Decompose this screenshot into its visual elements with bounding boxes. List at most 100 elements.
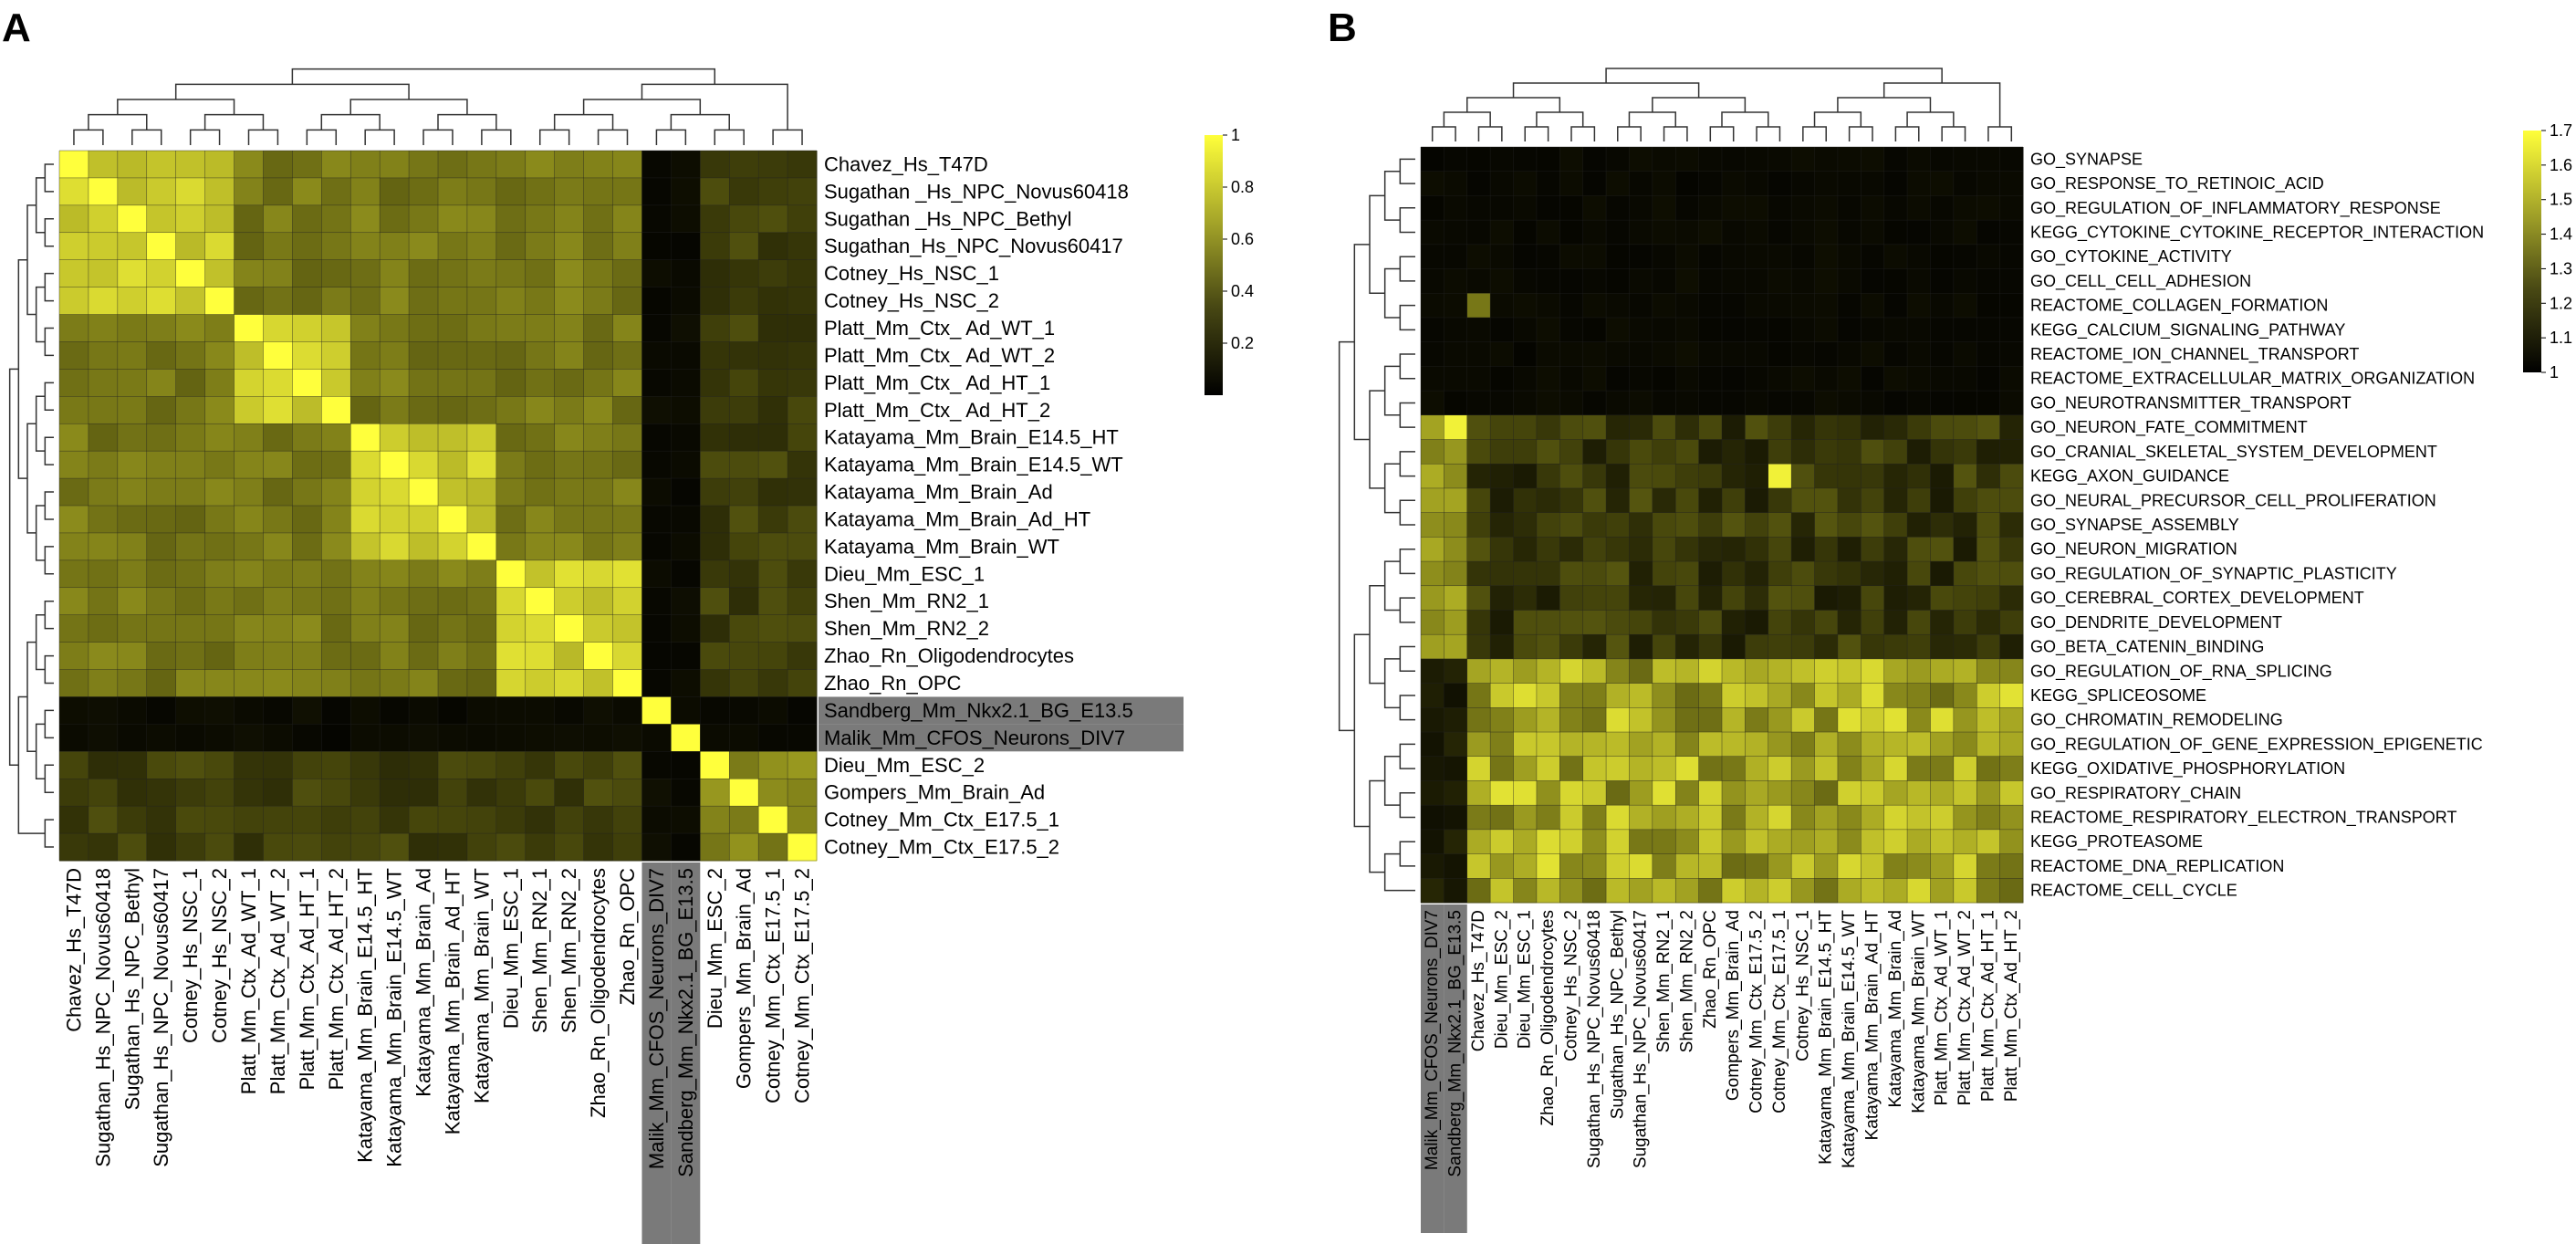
heatmap-cell <box>554 833 585 862</box>
heatmap-cell <box>583 587 614 616</box>
heatmap-cell <box>700 833 730 862</box>
heatmap-cell <box>1722 634 1746 660</box>
heatmap-cell <box>1444 147 1468 172</box>
heatmap-cell <box>1698 147 1723 172</box>
heatmap-cell <box>1536 414 1560 441</box>
heatmap-cell <box>263 532 293 561</box>
heatmap-cell <box>1907 561 1931 587</box>
heatmap-cell <box>787 287 818 316</box>
left-dendrogram-branch <box>1399 645 1415 673</box>
heatmap-cell <box>321 451 351 479</box>
heatmap-cell <box>59 806 89 834</box>
heatmap-cell <box>350 506 381 534</box>
row-label: GO_CRANIAL_SKELETAL_SYSTEM_DEVELOPMENT <box>2030 443 2437 462</box>
heatmap-cell <box>59 559 89 589</box>
heatmap-cell <box>1976 829 2001 855</box>
heatmap-cell <box>1861 878 1885 904</box>
col-label: Katayama_Mm_Brain_E14.5_WT <box>1840 910 1859 1168</box>
heatmap-cell <box>350 259 381 288</box>
heatmap-cell <box>1976 732 2001 758</box>
heatmap-cell <box>1652 537 1676 562</box>
top-dendrogram-branch <box>422 129 454 145</box>
heatmap-cell <box>1814 829 1839 855</box>
heatmap-cell <box>438 259 468 288</box>
heatmap-cell <box>380 177 410 206</box>
left-dendrogram-branch <box>1383 365 1401 416</box>
heatmap-cell <box>641 559 672 589</box>
heatmap-cell <box>787 669 818 697</box>
heatmap-cell <box>1536 341 1560 367</box>
heatmap-cell <box>495 751 527 779</box>
heatmap-cell <box>1791 147 1816 172</box>
heatmap-cell <box>1444 391 1468 416</box>
heatmap-cell <box>1629 658 1653 685</box>
heatmap-cell <box>641 614 672 643</box>
heatmap-cell <box>583 614 614 643</box>
heatmap-cell <box>466 423 497 452</box>
heatmap-cell <box>1675 220 1700 246</box>
heatmap-cell <box>1606 147 1630 172</box>
heatmap-cell <box>1745 610 1769 635</box>
heatmap-cell <box>1466 780 1491 806</box>
row-label: KEGG_CALCIUM_SIGNALING_PATHWAY <box>2030 320 2345 340</box>
heatmap-cell <box>554 478 585 507</box>
left-dendrogram-branch <box>1399 792 1415 819</box>
heatmap-cell <box>1976 487 2001 514</box>
heatmap-cell <box>1513 878 1538 904</box>
heatmap-cell <box>1722 464 1746 489</box>
heatmap-cell <box>1652 366 1676 392</box>
heatmap-cell <box>1536 585 1560 611</box>
heatmap-cell <box>1582 391 1607 416</box>
heatmap-cell <box>1652 414 1676 441</box>
heatmap-cell <box>495 287 527 316</box>
heatmap-cell <box>1490 829 1515 855</box>
col-highlight <box>1421 904 1444 1233</box>
heatmap-cell <box>729 369 759 397</box>
heatmap-cell <box>1466 732 1491 758</box>
heatmap-cell <box>1814 537 1839 562</box>
heatmap-cell <box>234 587 264 616</box>
heatmap-cell <box>1513 634 1538 660</box>
heatmap-cell <box>1814 391 1839 416</box>
heatmap-cell <box>380 806 410 834</box>
heatmap-cell <box>495 532 527 561</box>
heatmap-cell <box>88 232 119 261</box>
heatmap-cell <box>321 204 351 234</box>
row-label: KEGG_CYTOKINE_CYTOKINE_RECEPTOR_INTERACT… <box>2030 223 2484 242</box>
row-label: Katayama_Mm_Brain_WT <box>824 535 1059 558</box>
heatmap-cell <box>59 478 89 507</box>
heatmap-cell <box>1536 293 1560 319</box>
heatmap-cell <box>1861 585 1885 611</box>
heatmap-cell <box>1745 268 1769 294</box>
heatmap-cell <box>117 559 148 589</box>
heatmap-cell <box>1953 414 1977 441</box>
heatmap-cell <box>1930 195 1955 221</box>
heatmap-cell <box>554 287 585 316</box>
heatmap-cell <box>758 232 788 261</box>
heatmap-cell <box>117 833 148 862</box>
heatmap-cell <box>1606 171 1630 196</box>
row-label: Gompers_Mm_Brain_Ad <box>824 781 1045 804</box>
heatmap-cell <box>1466 683 1491 708</box>
col-highlight <box>671 862 701 1244</box>
heatmap-cell <box>1629 829 1653 855</box>
heatmap-cell <box>1861 391 1885 416</box>
col-label: Cotney_Mm_Ctx_E17.5_2 <box>1747 910 1767 1113</box>
heatmap-cell <box>1999 658 2024 685</box>
heatmap-cell <box>1999 512 2024 538</box>
heatmap-cell <box>1999 634 2024 660</box>
heatmap-cell <box>583 696 614 725</box>
heatmap-cell <box>1652 171 1676 196</box>
heatmap-cell <box>1768 195 1792 221</box>
heatmap-cell <box>1861 147 1885 172</box>
heatmap-cell <box>612 614 642 643</box>
heatmap-cell <box>1629 366 1653 392</box>
top-dendrogram-branch <box>437 113 497 131</box>
heatmap-cell <box>146 177 177 206</box>
heatmap-cell <box>1768 147 1792 172</box>
heatmap-cell <box>612 532 642 561</box>
heatmap-cell <box>1652 634 1676 660</box>
heatmap-cell <box>1999 683 2024 708</box>
heatmap-cell <box>234 751 264 779</box>
row-label: GO_REGULATION_OF_INFLAMMATORY_RESPONSE <box>2030 199 2441 218</box>
